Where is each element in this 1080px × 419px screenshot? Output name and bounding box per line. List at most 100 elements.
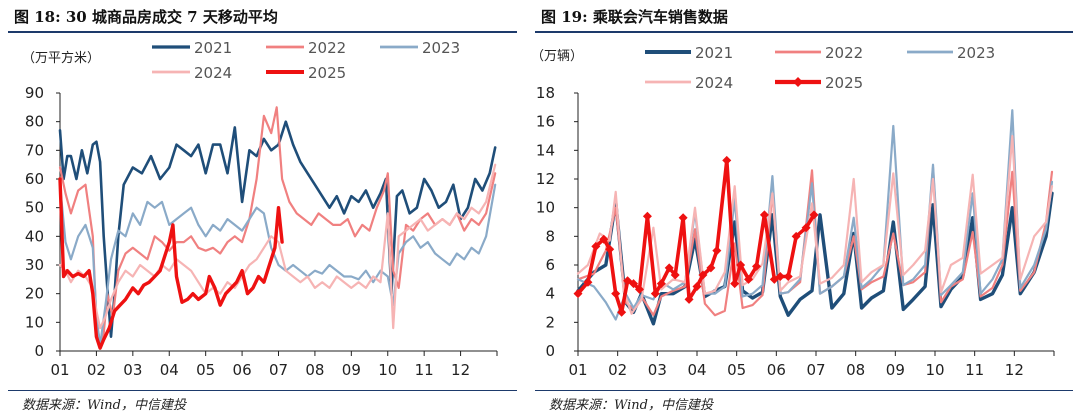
x-tick-label: 06: [233, 361, 252, 379]
x-tick-label: 05: [727, 361, 746, 379]
data-point-2025: [712, 246, 722, 256]
x-tick-label: 01: [50, 361, 69, 379]
x-tick-label: 03: [648, 361, 667, 379]
series-line-2024: [58, 163, 497, 330]
data-point-2025: [744, 274, 754, 284]
title-rule: [8, 31, 517, 33]
x-tick-label: 12: [451, 361, 470, 379]
data-point-2025: [670, 270, 680, 280]
series-line-2025: [58, 177, 284, 350]
legend-label: 2023: [957, 44, 995, 62]
x-tick-label: 08: [846, 361, 865, 379]
data-point-2025: [642, 211, 652, 221]
data-point-2025: [684, 294, 694, 304]
x-tick-label: 12: [1005, 361, 1024, 379]
data-point-2025: [698, 270, 708, 280]
source-note: 数据来源：Wind，中信建投: [22, 398, 186, 413]
unit-label: （万平方米）: [22, 50, 100, 66]
legend-item-2021: 2021: [645, 44, 733, 62]
y-tick-label: 10: [536, 199, 555, 217]
legend-item-2022: 2022: [266, 39, 346, 57]
y-tick-label: 18: [536, 84, 555, 102]
data-point-2025: [629, 279, 639, 289]
y-tick-label: 0: [545, 342, 555, 360]
y-tick-label: 6: [545, 256, 555, 274]
figure-title: 图 19: 乘联会汽车销售数据: [541, 8, 728, 26]
data-point-2025: [775, 271, 785, 281]
y-tick-label: 0: [34, 342, 44, 360]
y-tick-label: 70: [25, 141, 44, 159]
legend-item-2023: 2023: [380, 39, 460, 57]
legend-item-2024: 2024: [152, 64, 232, 82]
x-tick-label: 07: [806, 361, 825, 379]
x-tick-label: 10: [378, 361, 397, 379]
data-point-2025: [736, 260, 746, 270]
x-tick-label: 11: [965, 361, 984, 379]
y-tick-label: 40: [25, 227, 44, 245]
y-tick-label: 4: [545, 285, 555, 303]
data-point-2025: [759, 210, 769, 220]
chart-panel-auto: 图 19: 乘联会汽车销售数据 （万辆） 2021 2022 2023 2024 2025…: [527, 0, 1080, 419]
data-point-2025: [678, 213, 688, 223]
data-point-2025: [650, 289, 660, 299]
legend-item-2024: 2024: [645, 74, 733, 92]
data-point-2025: [591, 241, 601, 251]
data-point-2025: [599, 234, 609, 244]
legend-item-2021: 2021: [152, 39, 232, 57]
y-tick-label: 14: [536, 141, 555, 159]
x-tick-label: 07: [269, 361, 288, 379]
title-rule: [535, 31, 1073, 33]
data-point-2025: [791, 231, 801, 241]
x-tick-label: 01: [568, 361, 587, 379]
x-tick-label: 08: [305, 361, 324, 379]
x-tick-label: 10: [925, 361, 944, 379]
source-note: 数据来源：Wind，中信建投: [549, 398, 713, 413]
x-tick-label: 11: [415, 361, 434, 379]
source-rule: [535, 390, 1073, 391]
legend-item-2023: 2023: [907, 44, 995, 62]
y-tick-label: 90: [25, 84, 44, 102]
x-tick-label: 03: [123, 361, 142, 379]
data-point-2025: [722, 155, 732, 165]
figure-title: 图 18: 30 城商品房成交 7 天移动平均: [14, 8, 278, 26]
series-line-2024: [576, 134, 1054, 315]
source-rule: [8, 390, 517, 391]
data-point-2025: [617, 307, 627, 317]
legend-marker: [793, 77, 803, 87]
data-point-2025: [783, 271, 793, 281]
data-point-2025: [706, 263, 716, 273]
legend-label: 2022: [825, 44, 863, 62]
y-tick-label: 20: [25, 285, 44, 303]
data-point-2025: [573, 289, 583, 299]
unit-label: （万辆）: [531, 49, 583, 64]
data-point-2025: [664, 263, 674, 273]
data-point-2025: [692, 282, 702, 291]
y-tick-label: 50: [25, 199, 44, 217]
data-point-2025: [583, 277, 593, 287]
line-chart-auto: （万辆） 2021 2022 2023 2024 2025 02 4 6 8 10 12 14 16 18 0…: [531, 44, 1055, 379]
y-tick-label: 60: [25, 170, 44, 188]
y-tick-label: 80: [25, 113, 44, 131]
x-tick-label: 06: [767, 361, 786, 379]
x-tick-label: 02: [608, 361, 627, 379]
legend-label: 2021: [695, 44, 733, 62]
data-point-2025: [634, 284, 644, 294]
legend-label: 2023: [422, 39, 460, 57]
legend-item-2025: 2025: [775, 74, 863, 92]
x-tick-label: 09: [886, 361, 905, 379]
legend-label: 2022: [308, 39, 346, 57]
x-tick-label: 02: [87, 361, 106, 379]
x-tick-label: 09: [342, 361, 361, 379]
data-point-2025: [656, 279, 666, 289]
legend-label: 2021: [194, 39, 232, 57]
chart-panel-housing: 图 18: 30 城商品房成交 7 天移动平均 （万平方米） 2021 2022 20…: [0, 0, 525, 419]
y-tick-label: 8: [545, 227, 555, 245]
data-point-2025: [611, 289, 621, 299]
data-point-2025: [605, 244, 615, 254]
legend-label: 2025: [825, 74, 863, 92]
y-tick-label: 16: [536, 113, 555, 131]
legend-label: 2024: [194, 64, 232, 82]
y-tick-label: 10: [25, 313, 44, 331]
data-point-2025: [809, 210, 819, 220]
